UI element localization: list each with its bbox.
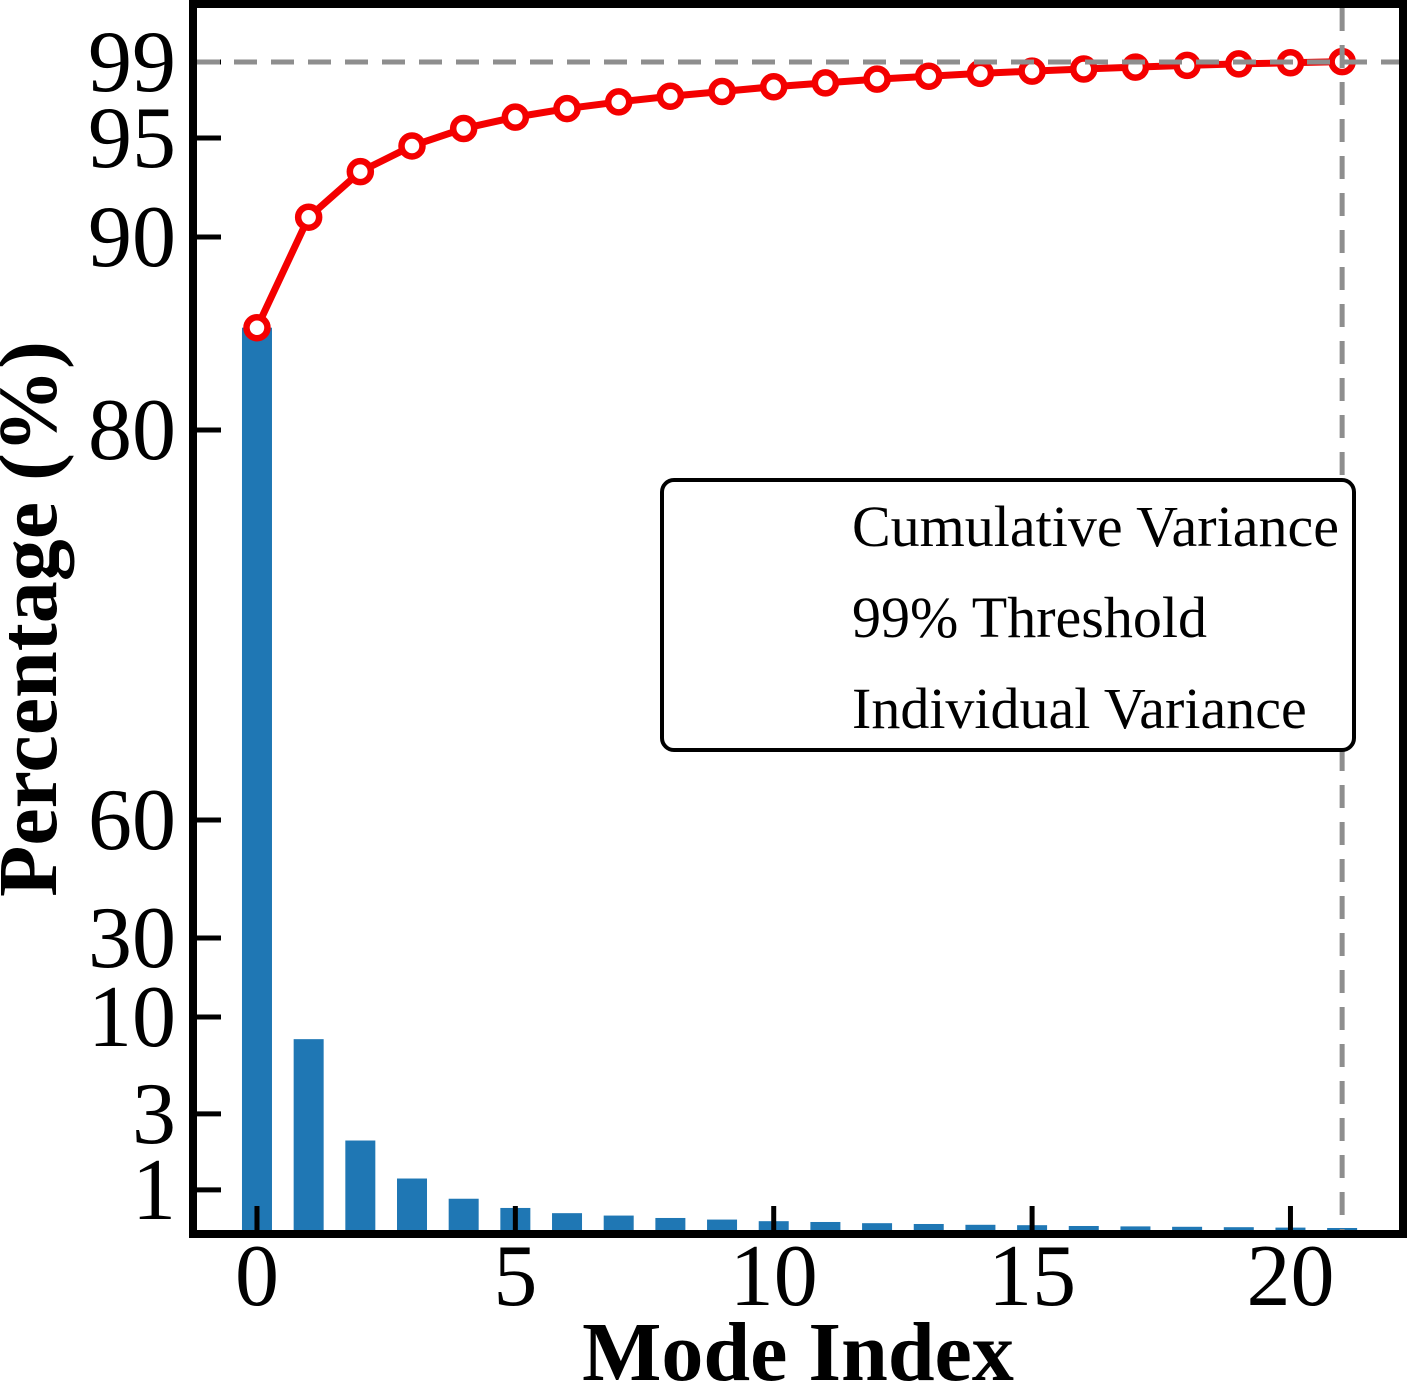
x-tick-label: 15 [988,1228,1076,1325]
individual-variance-bar [448,1198,479,1234]
y-tick-label: 1 [132,1142,176,1239]
cumulative-variance-marker [604,88,633,116]
cumulative-variance-marker [501,103,530,131]
y-tick-label: 3 [132,1066,176,1163]
cumulative-variance-line [253,58,1343,330]
individual-variance-bar [913,1223,944,1234]
cumulative-variance-marker [656,82,685,110]
y-tick-label: 10 [88,969,176,1066]
y-tick-label: 60 [88,772,176,869]
y-tick-label: 30 [88,890,176,987]
cumulative-variance-marker [243,313,271,342]
cumulative-variance-marker [449,114,478,143]
legend-label-99-threshold: 99% Threshold [852,585,1207,650]
legend-label-cumulative-variance: Cumulative Variance [852,494,1339,559]
cumulative-variance-marker [398,132,426,160]
x-axis-label: Mode Index [582,1306,1014,1396]
individual-variance-bar [862,1223,893,1234]
cumulative-line-layer [243,47,1356,342]
legend-label-individual-variance: Individual Variance [852,676,1307,741]
x-tick-label: 0 [235,1228,279,1325]
individual-variance-bar [397,1178,428,1234]
x-tick-label: 5 [493,1228,537,1325]
legend-box [660,478,1356,752]
legend: Cumulative Variance 99% Threshold Indivi… [660,478,1356,752]
individual-variance-bar [655,1217,686,1234]
cumulative-variance-marker [708,77,736,106]
individual-variance-bar [603,1215,634,1234]
cumulative-variance-marker [294,203,323,231]
cumulative-variance-marker [863,65,891,93]
cumulative-variance-marker [553,94,581,123]
x-tick-label: 10 [730,1228,818,1325]
cumulative-variance-marker [759,72,788,101]
cumulative-variance-marker [346,157,375,186]
individual-variance-bar [293,1039,324,1234]
x-tick-label: 20 [1246,1228,1334,1325]
plot-border [189,0,1407,1238]
y-tick-label: 99 [88,14,176,111]
bars-layer [241,327,1358,1234]
cumulative-variance-marker [1173,51,1201,80]
individual-variance-bar [345,1140,376,1234]
cumulative-variance-marker [811,69,840,97]
individual-variance-bar [241,327,272,1234]
cumulative-variance-marker [966,59,995,88]
individual-variance-bar [965,1224,996,1234]
y-tick-label: 90 [88,189,176,286]
y-tick-label: 80 [88,382,176,479]
y-tick-label: 95 [88,90,176,187]
individual-variance-bar [1068,1225,1099,1234]
y-axis-label: Percentage (%) [0,341,75,897]
individual-variance-bar [552,1213,583,1234]
cumulative-variance-marker [914,62,943,91]
